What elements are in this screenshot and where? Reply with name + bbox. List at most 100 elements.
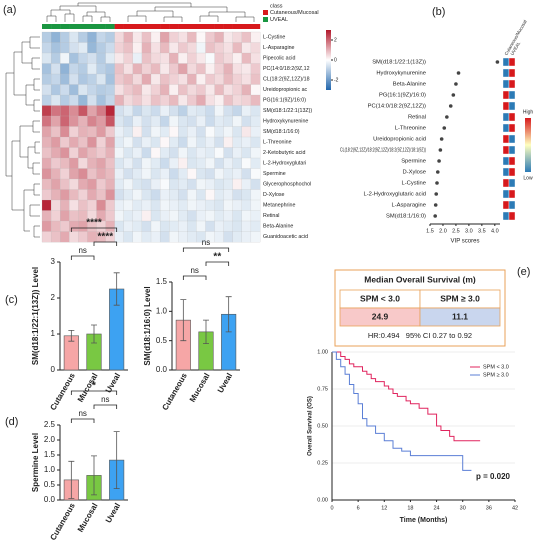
row-label: L-Asparagine <box>263 45 295 51</box>
heat-cell <box>78 115 88 127</box>
heat-cell <box>150 84 161 96</box>
heat-cell <box>141 210 152 222</box>
heat-cell <box>178 178 188 190</box>
heat-cell <box>87 126 97 138</box>
x-tick-label: Cutaneous <box>48 371 77 412</box>
heat-cell <box>187 42 197 54</box>
heat-cell <box>214 189 224 201</box>
heat-cell <box>178 210 188 222</box>
heat-cell <box>69 105 79 117</box>
y-tick-label: 0.5 <box>44 480 56 489</box>
heat-cell <box>159 189 170 201</box>
heat-cell <box>223 73 234 85</box>
heat-cell <box>223 178 234 190</box>
heat-cell <box>178 168 188 180</box>
significance-label: ** <box>213 252 221 263</box>
y-tick-label: 0.75 <box>317 386 328 392</box>
y-tick-label: 0.25 <box>317 460 328 466</box>
significance-label: ns <box>202 238 210 247</box>
x-tick-label: 2.0 <box>439 228 447 234</box>
heat-cell <box>69 52 79 64</box>
heat-cell <box>223 231 234 243</box>
heat-cell <box>214 115 224 127</box>
heat-cell <box>105 189 115 201</box>
heat-cell <box>169 126 179 138</box>
dot <box>448 104 453 108</box>
heat-cell <box>41 126 52 138</box>
row-label: L-2-Hydroxyglutari <box>263 161 306 167</box>
heat-cell <box>78 31 88 43</box>
heat-cell <box>205 63 215 75</box>
panel-label: (a) <box>3 4 16 16</box>
y-tick-label: 0.5 <box>156 336 168 345</box>
heat-cell <box>241 105 252 117</box>
class-cell <box>132 24 143 29</box>
row-label: Spermine <box>263 171 286 177</box>
heat-cell <box>87 84 97 96</box>
heat-cell <box>214 178 224 190</box>
heat-cell <box>169 178 179 190</box>
heat-cell <box>223 189 234 201</box>
heat-cell <box>205 136 215 148</box>
y-tick-label: 1.00 <box>317 349 328 355</box>
class-cell <box>232 24 243 29</box>
panel-label: (b) <box>432 6 445 18</box>
column-dendrogram <box>46 2 255 22</box>
heat-cell <box>50 42 61 54</box>
heat-cell <box>150 42 161 54</box>
heat-cell <box>232 210 243 222</box>
heat-cell <box>232 231 243 243</box>
heat-cell <box>241 52 252 64</box>
heat-cell <box>250 42 261 54</box>
y-tick-label: 2.5 <box>44 420 56 429</box>
heat-cell <box>50 63 61 75</box>
row-label: SM(d18:1/22:1(13Z)) <box>263 108 312 114</box>
y-tick-label: 0.50 <box>317 423 328 429</box>
heat-cell <box>123 84 134 96</box>
heat-cell <box>114 31 125 43</box>
heat-cell <box>123 126 134 138</box>
heat-cell <box>50 157 61 169</box>
heat-cell <box>196 220 206 232</box>
heat-cell <box>232 52 243 64</box>
heat-cell <box>60 189 70 201</box>
heat-cell <box>41 199 52 211</box>
heat-cell <box>87 105 97 117</box>
heat-cell <box>50 147 61 159</box>
survival-curve <box>332 351 481 442</box>
annotation: p = 0.020 <box>476 472 511 481</box>
heat-cell <box>50 178 61 190</box>
heat-cell <box>169 220 179 232</box>
class-cell <box>60 24 70 29</box>
dot <box>435 181 439 185</box>
heat-cell <box>187 115 197 127</box>
heat-cell <box>205 157 215 169</box>
heat-cell <box>159 199 170 211</box>
heat-cell <box>150 31 161 43</box>
table-footer: HR:0.494 95% CI 0.27 to 0.92 <box>368 331 472 340</box>
heat-cell <box>223 126 234 138</box>
significance-label: **** <box>98 232 114 243</box>
heat-cell <box>205 105 215 117</box>
heat-cell <box>223 52 234 64</box>
x-tick-label: 4.0 <box>491 228 499 234</box>
heat-cell <box>250 52 261 64</box>
heat-cell <box>250 84 261 96</box>
heat-cell <box>196 168 206 180</box>
heat-cell <box>223 31 234 43</box>
heat-cell <box>96 126 106 138</box>
side-cell <box>502 134 510 144</box>
heat-cell <box>60 168 70 180</box>
heat-cell <box>223 136 234 148</box>
heat-cell <box>123 31 134 43</box>
heat-cell <box>50 73 61 85</box>
x-tick-label: Mucosal <box>76 502 100 534</box>
heat-cell <box>41 210 52 222</box>
y-tick-label: 1.0 <box>156 306 168 315</box>
heat-cell <box>205 94 215 106</box>
heat-cell <box>87 147 97 159</box>
heat-cell <box>232 94 243 106</box>
heat-cell <box>69 168 79 180</box>
heat-cell <box>123 231 134 243</box>
heat-cell <box>87 199 97 211</box>
